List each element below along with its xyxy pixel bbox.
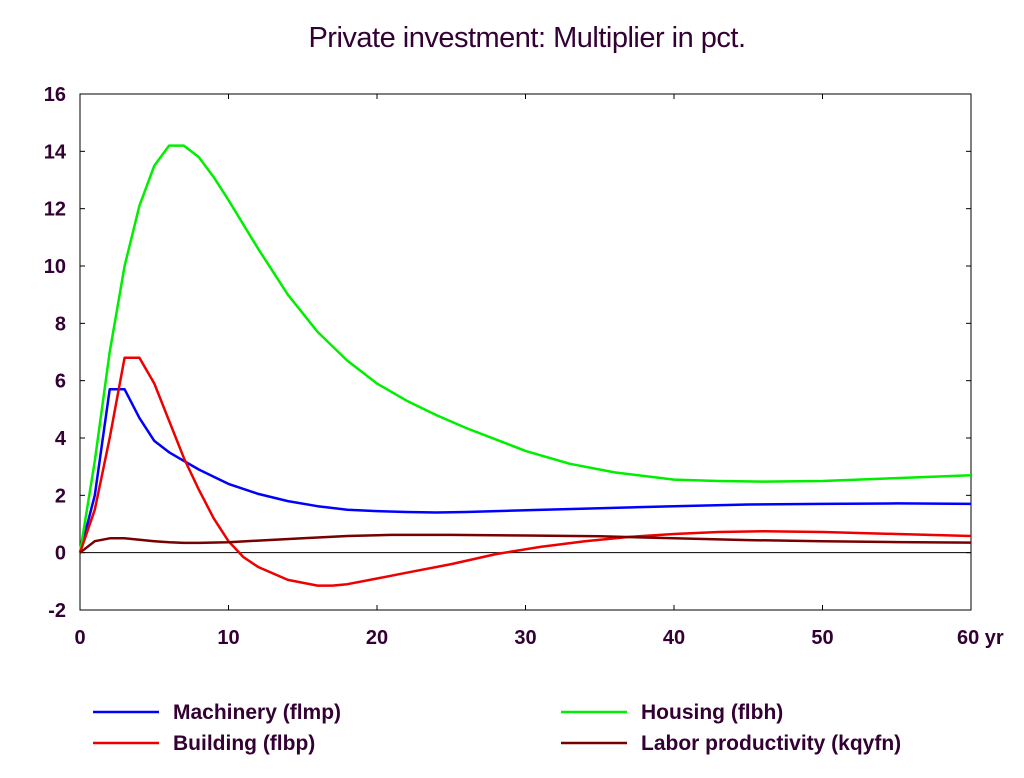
legend-label: Labor productivity (kqyfn) (641, 732, 901, 755)
x-tick-label: 40 (663, 627, 685, 649)
y-tick-label: 16 (44, 84, 66, 106)
series-line-1 (78, 388, 972, 554)
y-tick-label: 2 (55, 485, 66, 507)
y-tick-label: 4 (55, 428, 67, 450)
chart-title: Private investment: Multiplier in pct. (308, 22, 746, 54)
series-line-4 (79, 533, 972, 554)
y-tick-label: -2 (48, 600, 66, 622)
legend-label: Machinery (flmp) (173, 701, 341, 724)
y-tick-label: 12 (44, 199, 66, 221)
legend-label: Housing (flbh) (641, 701, 783, 724)
series-line-3 (78, 356, 972, 587)
y-tick-label: 0 (55, 543, 66, 565)
legend: Machinery (flmp) Housing (flbh) Building (… (93, 701, 901, 755)
y-tick-label: 6 (55, 371, 66, 393)
x-tick-label: 50 (811, 627, 833, 649)
x-tick-label: 10 (217, 627, 239, 649)
series-lines (78, 144, 972, 587)
x-tick-label: 20 (366, 627, 388, 649)
y-tick-label: 14 (44, 141, 67, 163)
legend-label: Building (flbp) (173, 732, 315, 755)
x-tick-label: 60 yr (957, 627, 1004, 649)
axes: -2 0 2 4 6 8 10 12 14 16 0 10 20 30 40 50 60 yr (44, 84, 1004, 649)
y-tick-label: 10 (44, 256, 66, 278)
y-tick-label: 8 (55, 313, 66, 335)
series-line-2 (78, 144, 972, 553)
x-tick-label: 30 (514, 627, 536, 649)
x-tick-label: 0 (74, 627, 85, 649)
